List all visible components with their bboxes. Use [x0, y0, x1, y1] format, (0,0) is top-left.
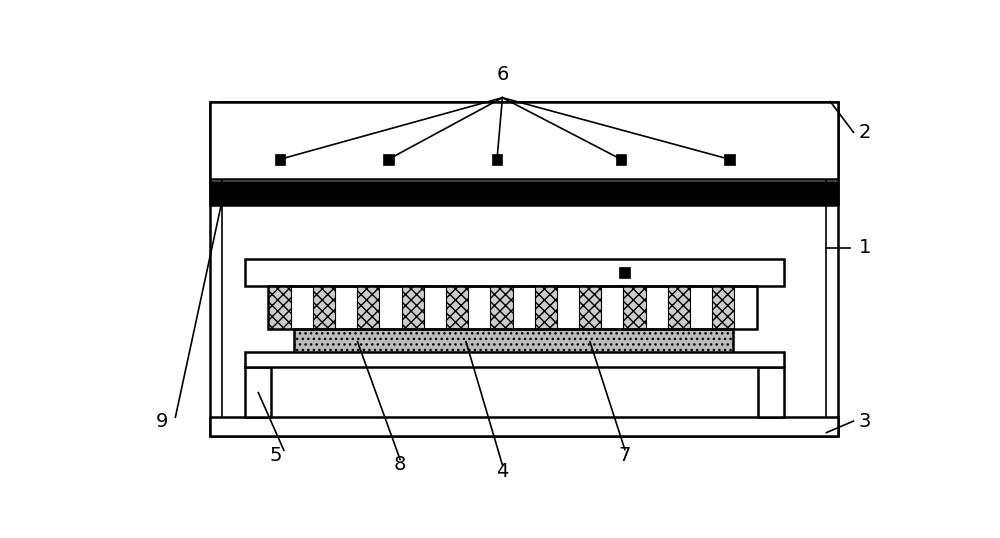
Bar	[724, 154, 735, 165]
Text: 5: 5	[270, 446, 282, 465]
Bar	[402, 286, 424, 329]
Bar	[222, 102, 826, 436]
Bar	[535, 286, 557, 329]
Text: 3: 3	[859, 412, 871, 430]
Bar	[294, 329, 733, 354]
Bar	[268, 286, 757, 329]
Bar	[446, 286, 468, 329]
Bar	[210, 417, 838, 436]
Bar	[275, 154, 285, 165]
Text: 7: 7	[619, 446, 631, 465]
Bar	[245, 367, 271, 417]
Text: 1: 1	[859, 238, 871, 257]
Bar	[616, 154, 626, 165]
Bar	[357, 286, 379, 329]
Bar	[245, 259, 784, 286]
Bar	[579, 286, 601, 329]
Bar	[623, 286, 646, 329]
Bar	[268, 286, 291, 329]
Bar	[245, 352, 784, 367]
Text: 6: 6	[496, 65, 509, 84]
Text: 2: 2	[859, 123, 871, 142]
Bar	[490, 286, 512, 329]
Bar	[210, 102, 838, 436]
Bar	[619, 267, 630, 278]
Bar	[383, 154, 394, 165]
Bar	[210, 182, 838, 206]
Bar	[712, 286, 734, 329]
Bar	[313, 286, 335, 329]
Text: 8: 8	[394, 456, 406, 475]
Bar	[210, 102, 838, 179]
Text: 9: 9	[156, 412, 168, 430]
Bar	[758, 367, 784, 417]
Bar	[492, 154, 502, 165]
Text: 4: 4	[496, 462, 509, 480]
Bar	[268, 286, 757, 329]
Bar	[668, 286, 690, 329]
